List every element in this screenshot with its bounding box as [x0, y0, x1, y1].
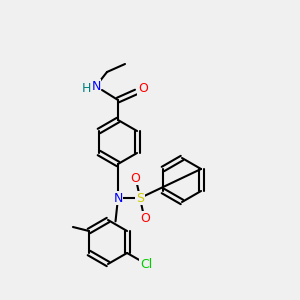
Text: S: S — [136, 191, 144, 205]
Text: O: O — [140, 212, 150, 224]
Text: H: H — [81, 82, 91, 94]
Text: Cl: Cl — [140, 257, 152, 271]
Text: O: O — [138, 82, 148, 95]
Text: N: N — [113, 191, 123, 205]
Text: N: N — [91, 80, 101, 92]
Text: O: O — [130, 172, 140, 184]
